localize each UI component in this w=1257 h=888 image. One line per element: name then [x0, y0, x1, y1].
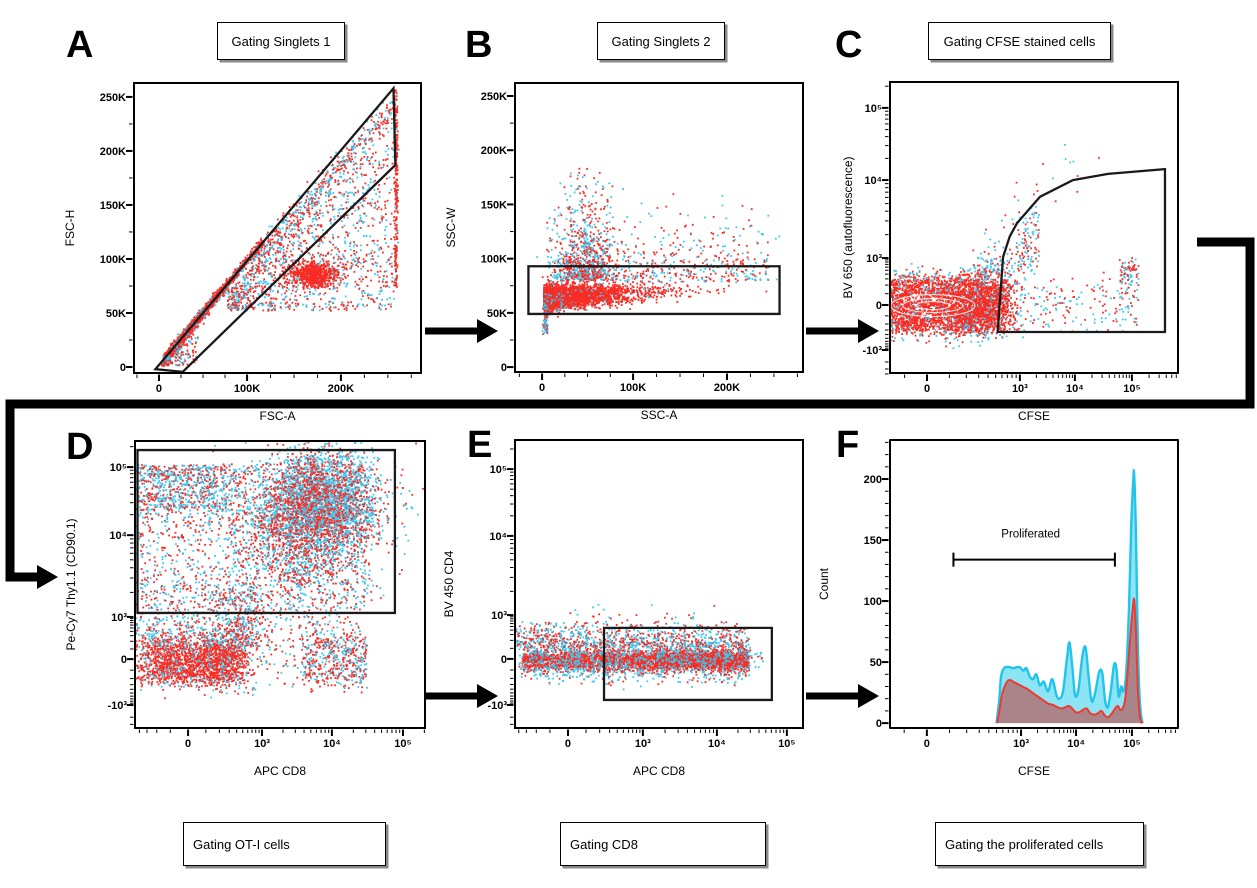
gate-label-singlets-1: Gating Singlets 1: [217, 22, 345, 60]
panel-letter-b: B: [465, 24, 493, 66]
panel-letter-c: C: [835, 24, 863, 66]
gate-label-cd8: Gating CD8: [560, 822, 766, 866]
gate-label-ot1-cells: Gating OT-I cells: [183, 822, 386, 866]
panel-letter-a: A: [66, 24, 94, 66]
gate-label-singlets-2: Gating Singlets 2: [597, 22, 725, 60]
gate-label-cfse-stained: Gating CFSE stained cells: [928, 22, 1111, 60]
panel-letter-e: E: [467, 424, 493, 466]
panel-letter-f: F: [836, 424, 860, 466]
gate-label-proliferated-cells: Gating the proliferated cells: [935, 822, 1144, 866]
panel-letter-d: D: [66, 426, 94, 468]
